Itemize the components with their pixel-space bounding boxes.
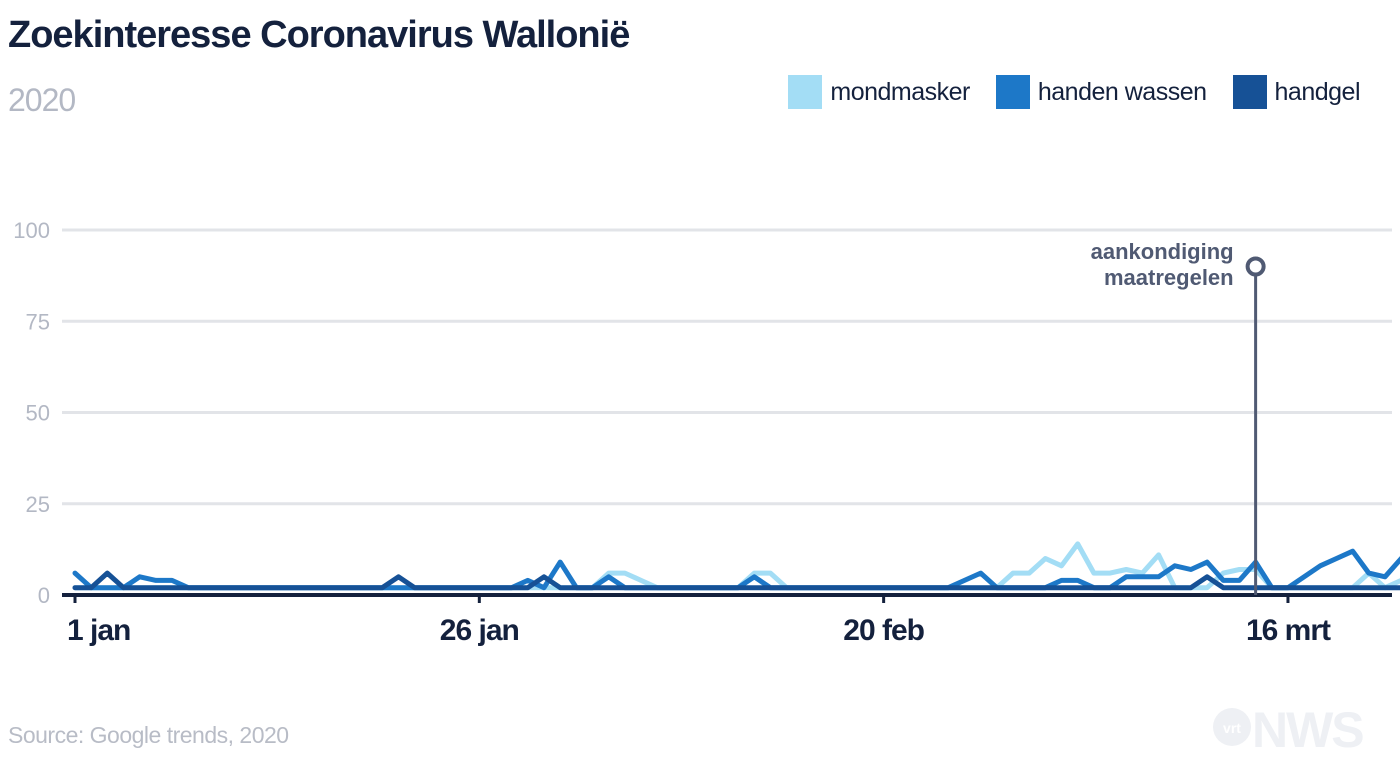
legend: mondmasker handen wassen handgel [788,75,1361,109]
vrt-nws-logo: vrt NWS [1213,703,1365,753]
annotation-marker [1245,256,1266,277]
logo-big-text: NWS [1252,703,1363,753]
y-tick-label-100: 100 [13,218,50,243]
legend-label-handen-wassen: handen wassen [1037,77,1207,106]
source-note: Source: Google trends, 2020 [8,722,289,748]
legend-swatch-mondmasker [788,75,823,109]
x-tick-label-2: 20 feb [843,614,924,647]
legend-label-mondmasker: mondmasker [830,77,970,106]
x-tick-label-3: 16 mrt [1246,614,1331,647]
logo-small-text: vrt [1223,720,1241,736]
y-tick-label-50: 50 [26,401,50,426]
x-tick-label-1: 26 jan [440,614,519,647]
legend-item-handgel[interactable]: handgel [1232,75,1361,109]
chart-title: Zoekinteresse Coronavirus Wallonië [8,14,630,56]
chart-subtitle: 2020 [8,82,76,118]
annotation-text-1: maatregelen [1104,265,1234,290]
y-tick-label-75: 75 [26,309,50,334]
y-tick-label-25: 25 [26,492,50,517]
y-tick-label-0: 0 [38,583,50,608]
legend-label-handgel: handgel [1274,77,1361,106]
legend-item-mondmasker[interactable]: mondmasker [788,75,970,109]
legend-swatch-handen-wassen [995,75,1030,109]
series-line-handgel [72,570,1400,591]
x-tick-label-0: 1 jan [67,614,130,647]
annotation-text-0: aankondiging [1091,239,1234,264]
legend-swatch-handgel [1232,75,1267,109]
legend-item-handen-wassen[interactable]: handen wassen [995,75,1207,109]
